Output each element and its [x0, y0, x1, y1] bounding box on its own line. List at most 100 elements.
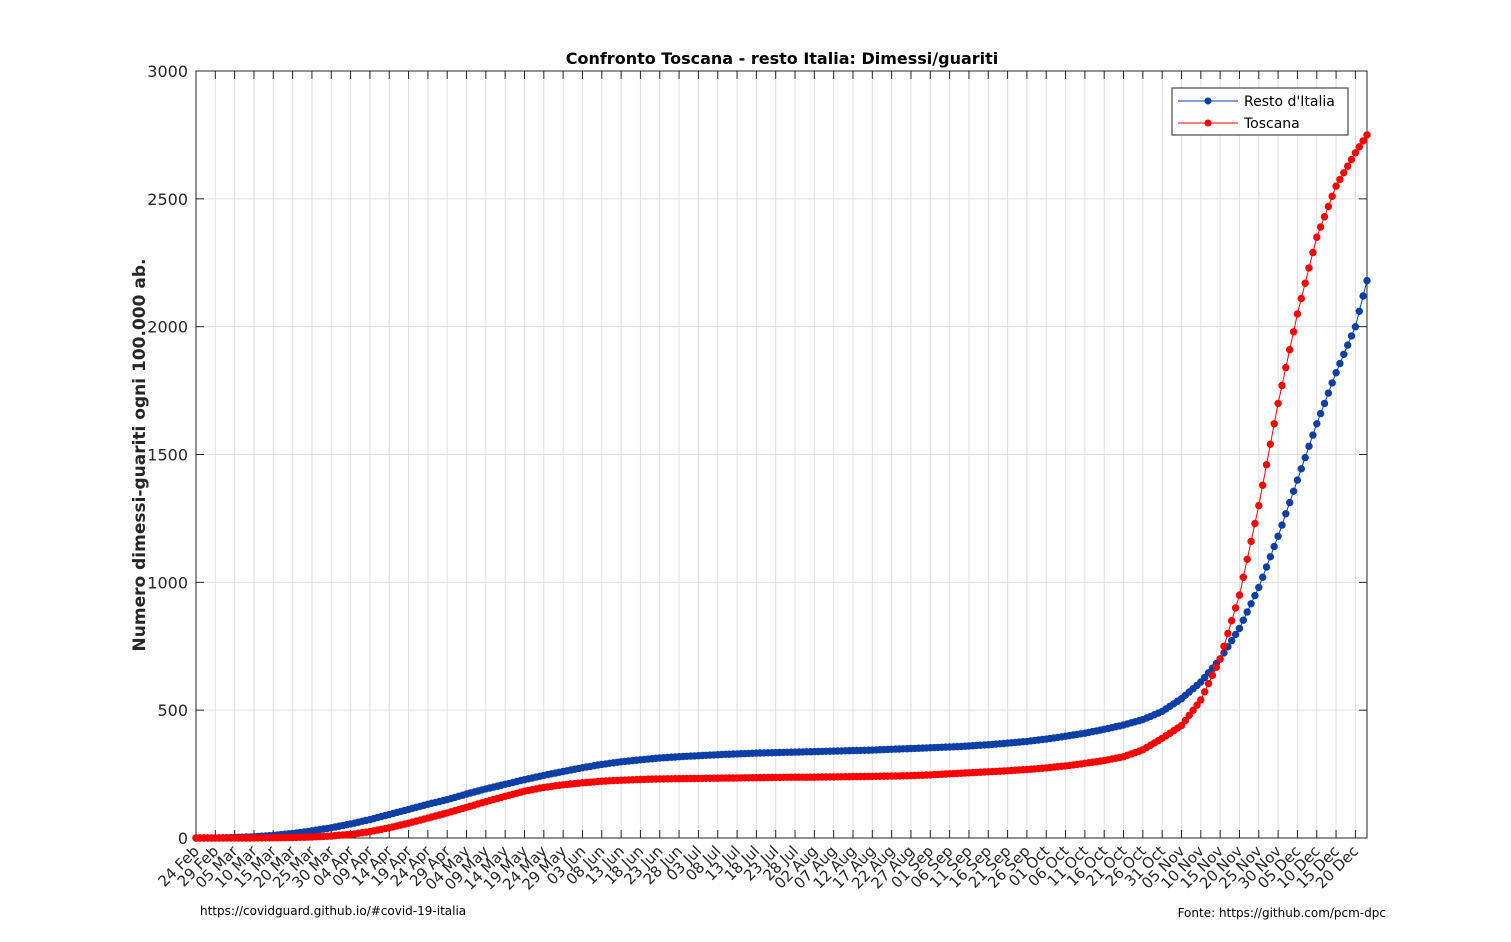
y-tick-label: 1000 — [147, 573, 188, 592]
y-tick-label: 1500 — [147, 446, 188, 465]
y-axis-label: Numero dimessi-guariti ogni 100.000 ab. — [130, 259, 150, 652]
data-point — [1355, 307, 1364, 315]
data-point — [1235, 624, 1244, 633]
data-point — [1193, 701, 1201, 709]
legend-box — [1171, 87, 1349, 136]
data-point — [1336, 359, 1344, 368]
data-point — [1278, 381, 1286, 390]
y-tick-label: 2000 — [147, 318, 188, 337]
data-point — [1351, 323, 1360, 331]
data-point — [1305, 264, 1313, 272]
data-point — [1266, 553, 1275, 561]
data-point — [1220, 642, 1228, 650]
series-markers — [192, 131, 1371, 842]
data-point — [1243, 608, 1251, 616]
data-point — [1189, 706, 1197, 714]
legend-marker — [1204, 119, 1212, 127]
data-point — [1197, 696, 1205, 704]
data-point — [1309, 248, 1317, 257]
data-point — [1274, 532, 1282, 540]
data-point — [1258, 481, 1267, 489]
data-point — [1224, 629, 1232, 638]
y-tick-label: 3000 — [147, 62, 188, 81]
data-point — [1355, 143, 1364, 151]
data-point — [1343, 341, 1352, 349]
data-point — [1289, 487, 1298, 495]
data-point — [1359, 292, 1367, 300]
data-point — [1316, 223, 1325, 231]
data-point — [1258, 573, 1267, 581]
data-point — [1305, 442, 1313, 450]
data-point — [1247, 537, 1255, 546]
data-point — [1231, 630, 1240, 639]
grid-lines — [196, 71, 1367, 838]
chart-title: Confronto Toscana - resto Italia: Dimess… — [566, 49, 999, 68]
data-point — [1340, 169, 1348, 177]
data-point — [1285, 346, 1294, 354]
data-point — [1328, 379, 1336, 387]
data-point — [1313, 233, 1321, 241]
y-tick-label: 2500 — [147, 190, 188, 209]
data-point — [1266, 440, 1275, 448]
data-point — [1227, 616, 1236, 625]
data-point — [1347, 155, 1356, 164]
data-point — [1216, 655, 1224, 663]
legend-marker — [1204, 97, 1212, 105]
legend: Resto d'Italia Toscana — [1171, 87, 1349, 136]
data-point — [1336, 175, 1344, 184]
data-point — [1262, 461, 1271, 469]
data-point — [1332, 369, 1340, 377]
data-point — [1289, 328, 1298, 336]
data-point — [1293, 476, 1302, 484]
data-point — [1255, 501, 1263, 510]
data-point — [1243, 555, 1251, 563]
data-point — [1177, 721, 1186, 730]
data-point — [1247, 600, 1255, 608]
data-point — [1270, 420, 1278, 428]
series-group — [192, 131, 1371, 842]
data-point — [1204, 679, 1213, 688]
data-point — [1297, 294, 1306, 303]
legend-label: Toscana — [1243, 116, 1300, 132]
data-point — [1316, 409, 1325, 418]
series-1 — [192, 131, 1371, 842]
data-point — [1324, 389, 1333, 397]
data-point — [1251, 591, 1259, 600]
data-point — [1351, 149, 1360, 157]
data-point — [1262, 563, 1271, 571]
data-point — [1363, 276, 1371, 285]
data-point — [1313, 420, 1321, 428]
data-point — [1231, 604, 1240, 612]
source-credit-right: Fonte: https://github.com/pcm-dpc — [1177, 906, 1386, 920]
data-point — [1328, 192, 1336, 201]
data-point — [1343, 162, 1352, 170]
series-0 — [192, 276, 1371, 842]
y-tick-label: 0 — [178, 829, 188, 848]
data-point — [1285, 498, 1294, 507]
data-point — [1274, 399, 1282, 408]
data-point — [1278, 521, 1286, 529]
y-tick-label: 500 — [157, 701, 188, 720]
legend-label: Resto d'Italia — [1244, 94, 1335, 110]
data-point — [1293, 310, 1302, 318]
data-point — [1185, 711, 1193, 719]
data-point — [1212, 663, 1221, 671]
data-point — [1181, 716, 1190, 725]
data-point — [1282, 510, 1290, 518]
data-point — [1359, 137, 1367, 145]
data-point — [1347, 332, 1356, 340]
data-point — [1363, 131, 1371, 139]
data-point — [1235, 591, 1244, 599]
data-point — [1270, 542, 1278, 551]
data-point — [1320, 399, 1329, 408]
source-url-left: https://covidguard.github.io/#covid-19-i… — [200, 904, 467, 918]
data-point — [1239, 616, 1248, 624]
data-point — [1282, 363, 1290, 372]
data-point — [1251, 519, 1259, 528]
data-point — [1239, 573, 1248, 581]
data-point — [1301, 453, 1309, 462]
data-point — [1320, 213, 1329, 221]
data-point — [1208, 671, 1217, 680]
data-point — [1200, 688, 1209, 696]
data-point — [1332, 182, 1340, 190]
